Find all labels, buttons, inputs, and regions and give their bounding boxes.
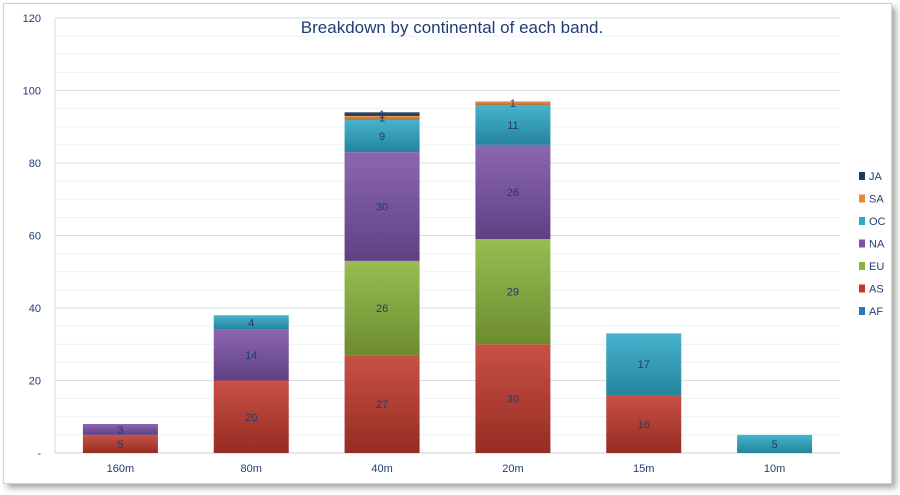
legend-item-oc: OC	[859, 216, 886, 228]
legend-label: EU	[869, 261, 884, 273]
gridlines	[55, 17, 840, 454]
bar-segment-oc-80m	[213, 315, 289, 330]
data-label: 1	[379, 109, 385, 121]
bar-segment-oc-40m	[344, 119, 420, 153]
legend: JA SA OC NA EU AS AF	[859, 171, 886, 318]
x-tick-label: 20m	[502, 463, 523, 475]
y-tick-label: 120	[23, 13, 41, 25]
y-tick-label: 40	[29, 303, 41, 315]
legend-swatch	[859, 284, 865, 293]
x-tick-label: 80m	[241, 463, 262, 475]
data-label: 16	[638, 419, 650, 431]
bar-segment-as-80m	[213, 380, 289, 453]
legend-label: SA	[869, 194, 884, 206]
legend-swatch	[859, 239, 865, 248]
legend-item-sa: SA	[859, 194, 884, 206]
data-label: 17	[638, 359, 650, 371]
data-label: 11	[507, 120, 518, 132]
bar-segment-as-40m	[344, 355, 420, 453]
legend-label: AS	[869, 284, 884, 296]
legend-swatch	[859, 307, 865, 315]
bar-segment-as-15m	[606, 395, 682, 453]
y-tick-label: -	[37, 448, 41, 460]
legend-swatch	[859, 172, 865, 180]
legend-label: AF	[869, 306, 883, 318]
data-label: 14	[245, 350, 257, 362]
bar-segment-na-160m	[82, 424, 158, 435]
bars	[82, 101, 813, 453]
bar-segment-na-80m	[213, 329, 289, 381]
bar-segment-ja-40m	[344, 112, 420, 116]
y-tick-label: 100	[23, 86, 41, 98]
data-label: 26	[376, 303, 388, 315]
bar-segment-sa-20m	[475, 101, 551, 105]
data-label: 29	[507, 287, 519, 299]
data-label: 5	[772, 439, 778, 451]
data-label: 3	[117, 424, 123, 436]
legend-label: OC	[869, 216, 886, 228]
data-label: 5	[117, 439, 123, 451]
bar-segment-eu-40m	[344, 260, 420, 356]
legend-swatch	[859, 217, 865, 225]
x-tick-label: 10m	[764, 463, 785, 475]
x-tick-label: 160m	[107, 463, 135, 475]
bar-segment-eu-20m	[475, 239, 551, 345]
data-label: 1	[510, 98, 516, 110]
x-tick-label: 40m	[371, 463, 392, 475]
data-label: 9	[379, 131, 385, 143]
y-tick-label: 20	[29, 376, 41, 388]
bar-segment-oc-10m	[737, 434, 813, 453]
data-label: 20	[245, 412, 257, 424]
data-label: 30	[376, 202, 388, 214]
data-label: 27	[376, 399, 388, 411]
bar-segment-oc-20m	[475, 105, 551, 145]
legend-label: JA	[869, 171, 883, 183]
legend-item-eu: EU	[859, 261, 884, 273]
data-label: 26	[507, 187, 519, 199]
bar-segment-oc-15m	[606, 333, 682, 395]
legend-item-af: AF	[859, 306, 883, 318]
bar-segment-na-20m	[475, 144, 551, 240]
legend-swatch	[859, 262, 865, 270]
legend-item-na: NA	[859, 239, 885, 251]
bar-segment-na-40m	[344, 152, 420, 261]
legend-item-ja: JA	[859, 171, 883, 183]
legend-label: NA	[869, 239, 885, 251]
data-label: 4	[248, 318, 254, 330]
x-tick-label: 15m	[633, 463, 654, 475]
y-tick-label: 60	[29, 231, 41, 243]
legend-swatch	[859, 194, 865, 203]
bar-segment-as-160m	[82, 434, 158, 453]
data-label: 1	[379, 113, 385, 125]
chart-frame	[3, 3, 892, 484]
chart-title: Breakdown by continental of each band.	[301, 18, 603, 37]
y-tick-label: 80	[29, 158, 41, 170]
bar-segment-as-20m	[475, 344, 551, 453]
bar-segment-sa-40m	[344, 115, 420, 120]
data-label: 30	[507, 394, 519, 406]
legend-item-as: AS	[859, 284, 884, 296]
